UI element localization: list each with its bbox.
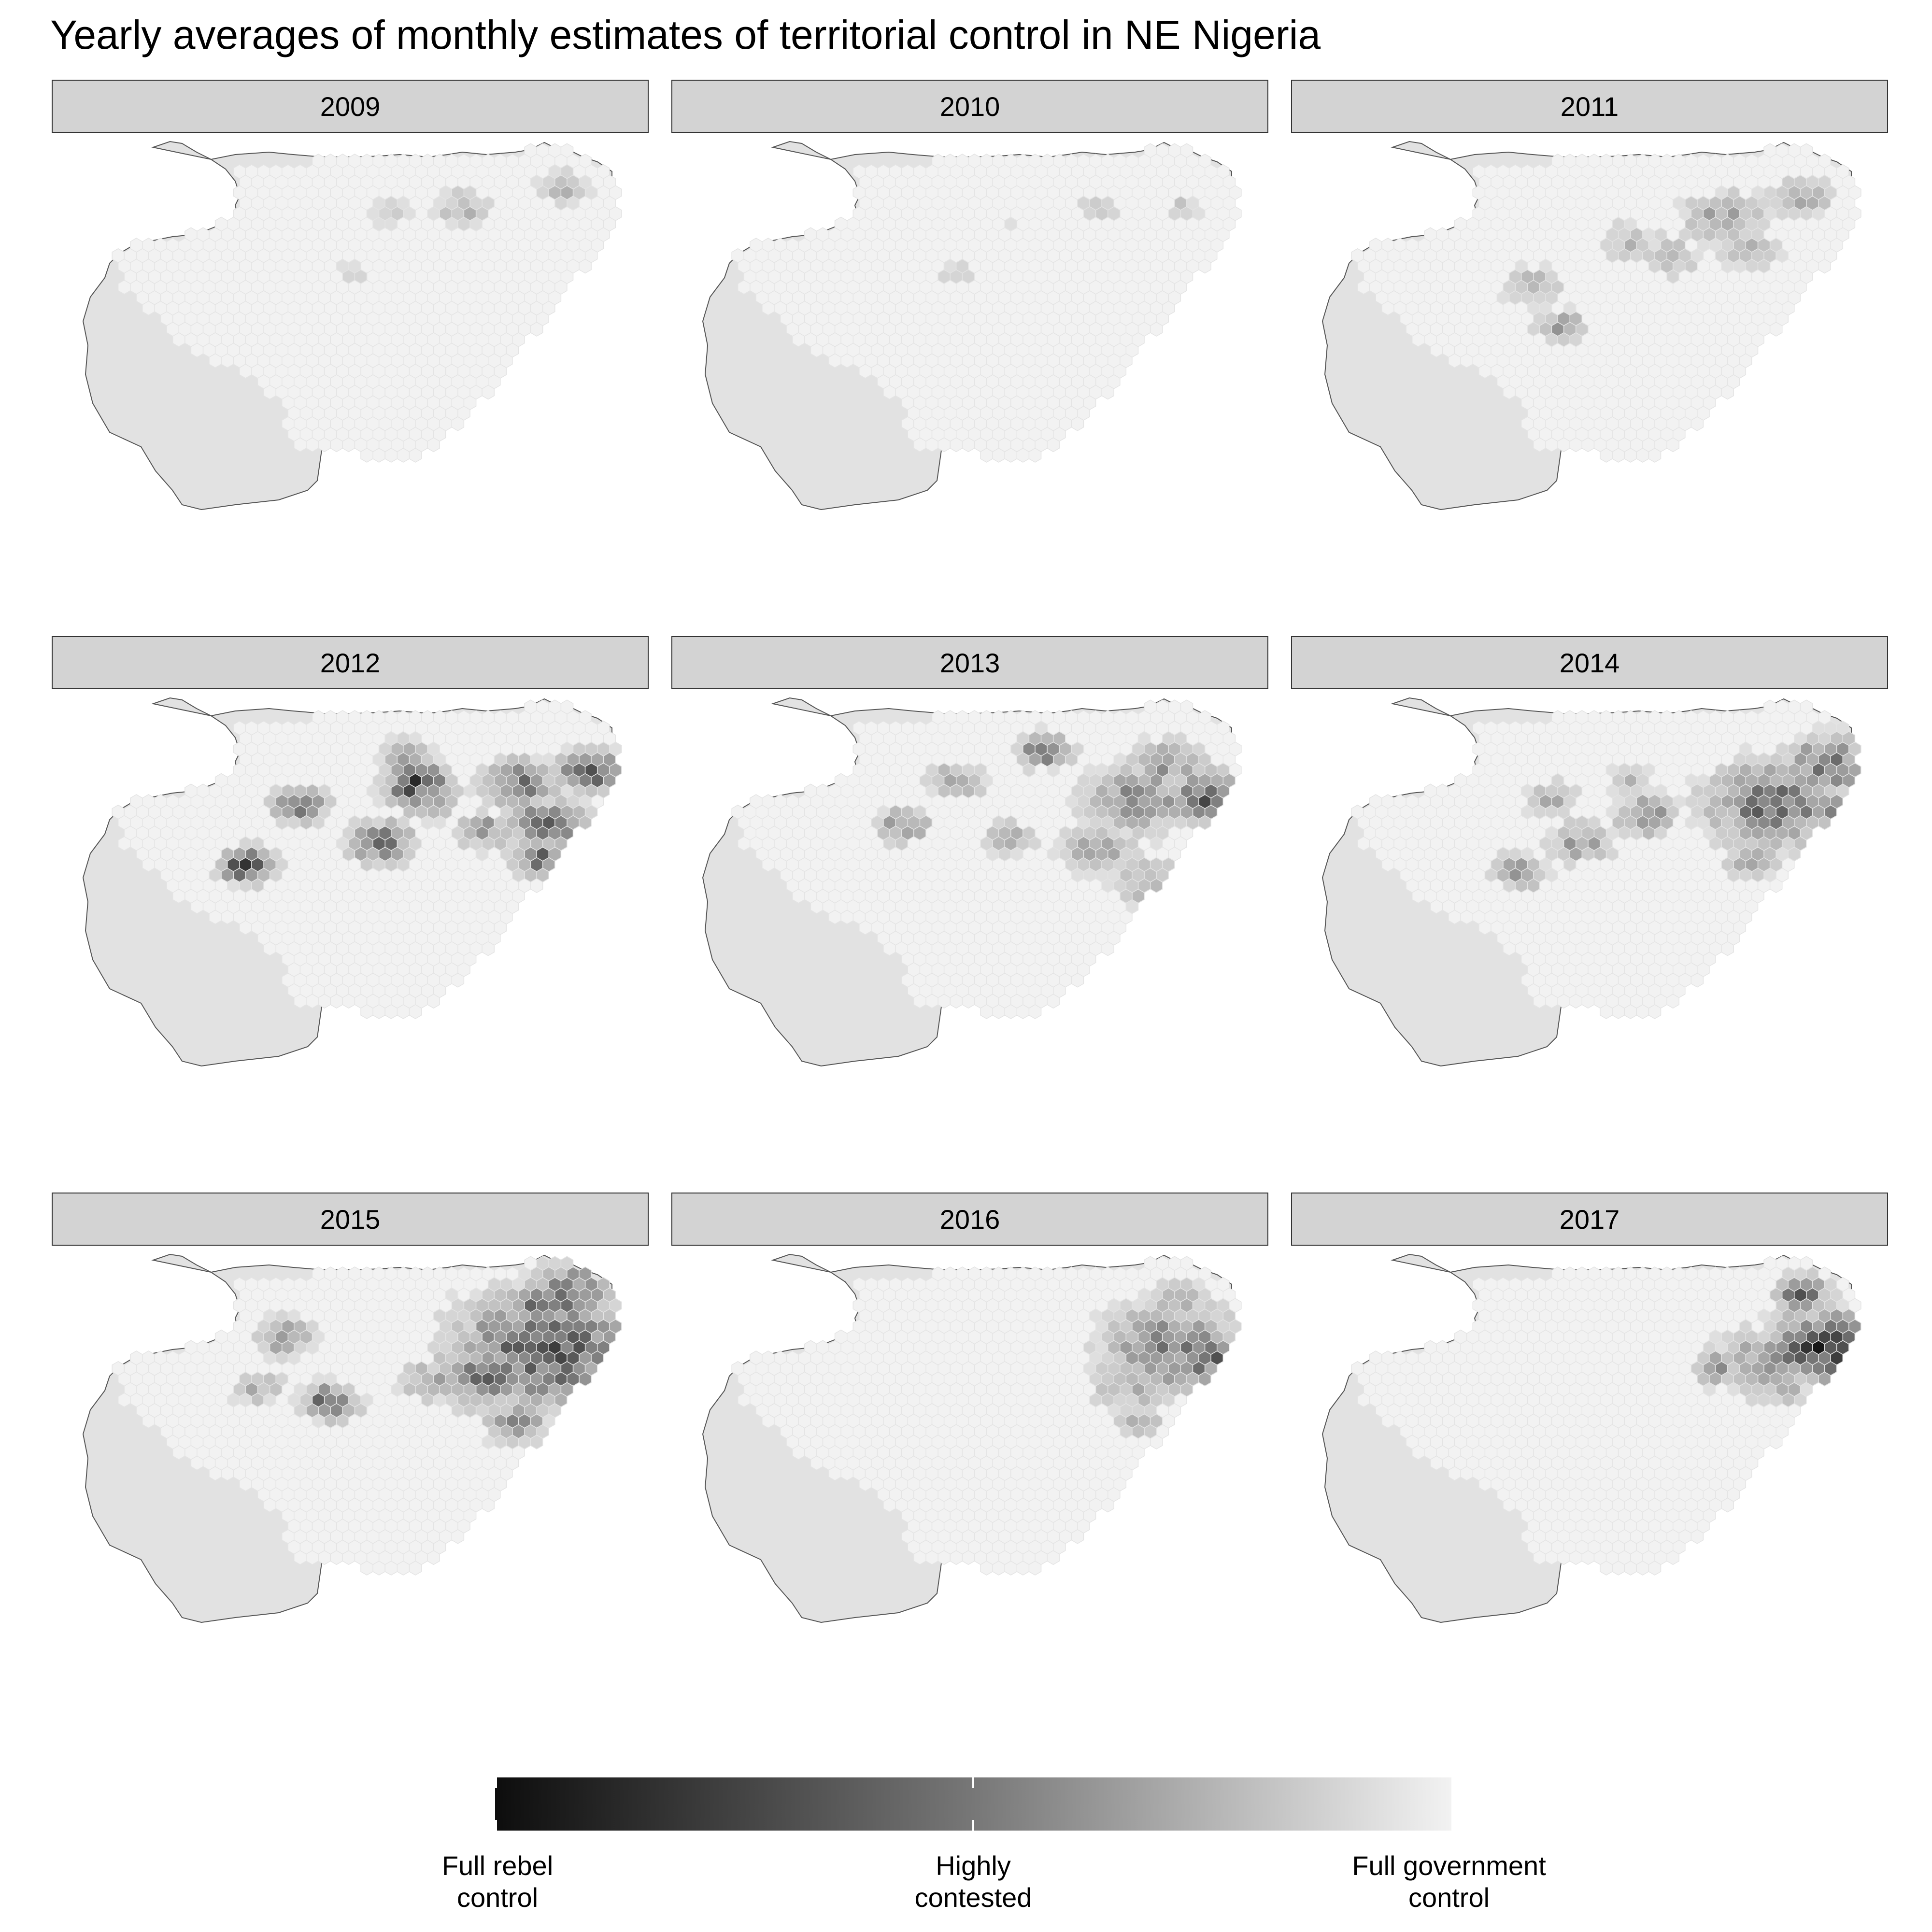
map-svg [702, 1253, 1242, 1623]
map-svg [82, 1253, 622, 1623]
hex-cells [1739, 752, 1844, 820]
hex-cells [1083, 1277, 1206, 1418]
legend-tick-left [495, 1777, 497, 1788]
hex-cells [1186, 794, 1199, 809]
legend-label-rebel: Full rebel control [441, 1850, 554, 1913]
map-panel-2013: 2013 [671, 636, 1270, 1182]
panel-strip-label: 2015 [52, 1193, 649, 1246]
nigeria-hex-map [671, 1246, 1270, 1738]
nigeria-hex-map [52, 133, 651, 625]
hex-cells [731, 143, 1242, 463]
legend-tick-mid [972, 1777, 974, 1788]
hex-cells [1715, 1319, 1813, 1376]
map-svg [82, 141, 622, 511]
hex-cells [1830, 1350, 1844, 1365]
hex-cells [1089, 196, 1108, 221]
hex-cells [1551, 322, 1564, 337]
hex-cells [731, 1256, 1242, 1576]
nigeria-hex-map [671, 689, 1270, 1182]
hex-cells [112, 699, 616, 1019]
panel-strip-label: 2011 [1291, 80, 1888, 133]
panel-strip-label: 2017 [1291, 1193, 1888, 1246]
map-panel-2016: 2016 [671, 1193, 1270, 1738]
hex-cells [403, 783, 416, 799]
map-panel-2009: 2009 [52, 80, 651, 625]
color-legend: Full rebel control Highly contested Full… [0, 1758, 1932, 1932]
hex-cells [1745, 1308, 1801, 1387]
hex-cells [294, 783, 549, 841]
map-panel-2015: 2015 [52, 1193, 651, 1738]
hex-cells [1198, 794, 1211, 809]
legend-label-government: Full government control [1352, 1850, 1546, 1913]
map-svg [702, 697, 1242, 1067]
hex-cells [1812, 1340, 1825, 1355]
hex-cells [1788, 1329, 1837, 1365]
map-panel-2017: 2017 [1291, 1193, 1890, 1738]
nigeria-hex-map [52, 689, 651, 1182]
panel-strip-label: 2010 [671, 80, 1268, 133]
hex-cells [1769, 783, 1813, 830]
hex-cells [1624, 196, 1819, 253]
hex-cells [112, 143, 622, 463]
map-svg [702, 141, 1242, 511]
map-panel-2011: 2011 [1291, 80, 1890, 625]
hex-cells [1703, 206, 1740, 221]
hex-cells [943, 196, 1206, 274]
nigeria-hex-map [1291, 1246, 1890, 1738]
map-panel-grid: 2009 2010 2011 2012 2013 2014 2015 2016 2017 [52, 80, 1890, 1623]
panel-strip-label: 2016 [671, 1193, 1268, 1246]
hex-cells [1757, 752, 1844, 830]
figure-title: Yearly averages of monthly estimates of … [50, 12, 1321, 57]
hex-cells [1210, 1350, 1224, 1365]
legend-tick-mid-bottom [972, 1820, 974, 1831]
legend-tick-left-bottom [495, 1820, 497, 1831]
hex-cells [1144, 1329, 1206, 1365]
map-svg [82, 697, 622, 1067]
legend-label-contested: Highly contested [914, 1850, 1032, 1913]
hex-cells [1800, 1340, 1813, 1355]
hex-cells [463, 1298, 580, 1387]
hex-cells [1751, 804, 1764, 820]
nigeria-hex-map [52, 1246, 651, 1738]
map-svg [1321, 141, 1861, 511]
panel-strip-label: 2013 [671, 636, 1268, 689]
hex-cells [1763, 1319, 1861, 1376]
hex-cells [494, 1287, 574, 1387]
hex-cells [299, 762, 574, 862]
hex-cells [239, 857, 252, 872]
nigeria-hex-map [1291, 689, 1890, 1182]
nigeria-hex-map [671, 133, 1270, 625]
hex-cells [1818, 1329, 1844, 1345]
hex-cells [1174, 196, 1187, 211]
hex-cells [463, 185, 574, 221]
map-svg [1321, 697, 1861, 1067]
hex-cells [1351, 1256, 1861, 1576]
map-panel-2012: 2012 [52, 636, 651, 1182]
hex-cells [1351, 143, 1861, 463]
map-panel-2014: 2014 [1291, 636, 1890, 1182]
hex-cells [1703, 1298, 1849, 1397]
hex-cells [554, 1350, 568, 1365]
hex-cells [548, 185, 562, 200]
hex-cells [536, 1340, 586, 1355]
panel-strip-label: 2014 [1291, 636, 1888, 689]
panel-strip-label: 2012 [52, 636, 649, 689]
map-panel-2010: 2010 [671, 80, 1270, 625]
panel-strip-label: 2009 [52, 80, 649, 133]
map-svg [1321, 1253, 1861, 1623]
nigeria-hex-map [1291, 133, 1890, 625]
